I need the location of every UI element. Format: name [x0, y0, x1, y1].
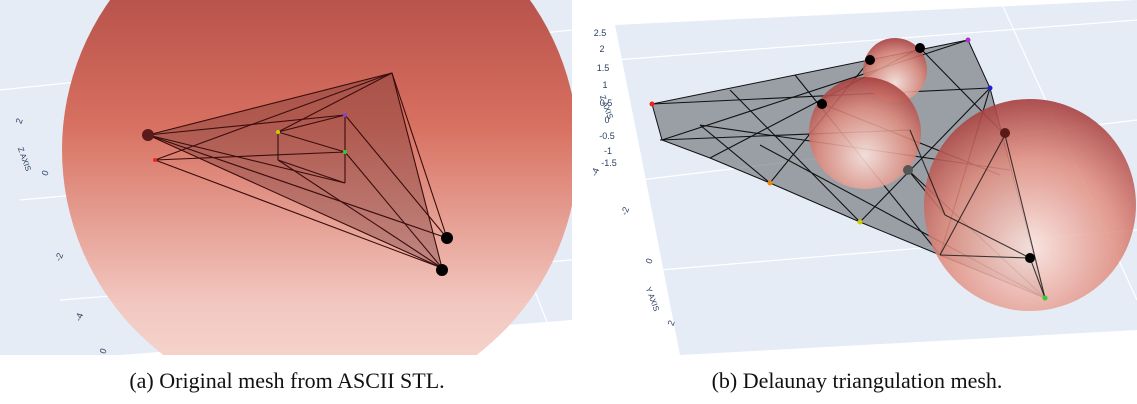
tick-label: -1 [604, 146, 612, 156]
tick-label: 2.5 [594, 28, 607, 38]
figure: 20-2-40Z AXIS(a) Original mesh from ASCI… [0, 0, 1137, 404]
tick-label: -0.5 [599, 131, 615, 141]
tick-label: 2 [599, 44, 604, 54]
panel-b-render [578, 0, 1137, 355]
caption: (a) Original mesh from ASCII STL. [129, 368, 444, 393]
tick-label: -1.5 [601, 158, 617, 168]
caption: (b) Delaunay triangulation mesh. [712, 368, 1003, 393]
tick-label: 1 [602, 80, 607, 90]
panel-a-render [0, 0, 578, 404]
tick-label: 1.5 [597, 63, 610, 73]
